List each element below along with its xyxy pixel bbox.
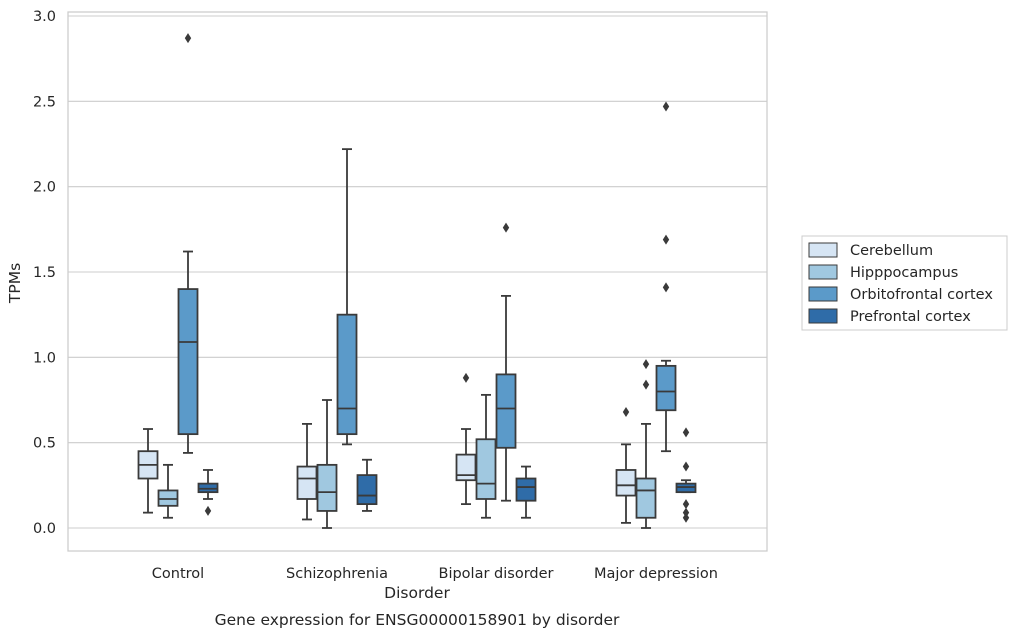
box-iqr [336, 313, 358, 436]
box-iqr [475, 438, 497, 500]
y-tick-labels: 0.0 0.5 1.0 1.5 2.0 2.5 3.0 [33, 9, 56, 537]
box-orbitofrontal-cortex [177, 33, 199, 454]
box-orbitofrontal-cortex [495, 222, 517, 502]
y-tick-label: 1.5 [33, 265, 56, 281]
box-iqr [316, 463, 338, 512]
outlier-point [502, 222, 510, 233]
box-hipppocampus [635, 359, 657, 529]
legend-item: Hipppocampus [808, 264, 958, 281]
legend-item: Orbitofrontal cortex [808, 286, 993, 303]
legend-label: Hipppocampus [850, 265, 958, 281]
box-iqr [455, 453, 477, 482]
outlier-point [642, 359, 650, 370]
outlier-point [662, 282, 670, 293]
box-iqr [655, 364, 677, 412]
x-tick-label: Control [152, 566, 204, 582]
legend-item: Prefrontal cortex [808, 308, 971, 325]
legend-label: Prefrontal cortex [850, 309, 971, 325]
x-axis-label: Disorder [384, 584, 450, 602]
y-tick-label: 1.0 [33, 350, 56, 366]
legend-label: Cerebellum [850, 243, 933, 259]
outlier-point [682, 507, 690, 518]
legend-swatch [808, 264, 838, 280]
legend-swatch [808, 242, 838, 258]
x-tick-label: Bipolar disorder [439, 566, 554, 582]
legend: Cerebellum Hipppocampus Orbitofrontal cort… [801, 235, 1008, 331]
outlier-point [682, 461, 690, 472]
box-iqr [615, 469, 637, 497]
box-hipppocampus [316, 399, 338, 529]
outlier-point [682, 427, 690, 438]
box-iqr [356, 474, 378, 506]
legend-label: Orbitofrontal cortex [850, 287, 993, 303]
box-hipppocampus [157, 463, 179, 519]
boxes [137, 33, 697, 529]
legend-item: Cerebellum [808, 242, 933, 259]
legend-swatch [808, 308, 838, 324]
box-prefrontal-cortex [675, 427, 697, 523]
box-prefrontal-cortex [515, 465, 537, 519]
x-tick-labels: Control Schizophrenia Bipolar disorder Majo… [152, 566, 718, 582]
y-tick-label: 0.5 [33, 436, 56, 452]
outlier-point [462, 372, 470, 383]
outlier-point [622, 406, 630, 417]
box-cerebellum [296, 422, 318, 521]
plot-frame [67, 11, 768, 552]
box-orbitofrontal-cortex [655, 101, 677, 453]
chart-caption: Gene expression for ENSG00000158901 by d… [215, 611, 620, 629]
box-iqr [515, 477, 537, 502]
box-cerebellum [455, 372, 477, 506]
outlier-point [682, 512, 690, 523]
box-cerebellum [137, 428, 159, 514]
box-prefrontal-cortex [197, 469, 219, 516]
outlier-point [682, 499, 690, 510]
box-iqr [296, 465, 318, 500]
x-tick-label: Schizophrenia [286, 566, 388, 582]
box-prefrontal-cortex [356, 458, 378, 512]
outlier-point [662, 234, 670, 245]
box-iqr [635, 477, 657, 519]
box-orbitofrontal-cortex [336, 148, 358, 446]
y-tick-label: 2.5 [33, 94, 56, 110]
box-hipppocampus [475, 393, 497, 519]
box-iqr [177, 288, 199, 436]
legend-swatch [808, 286, 838, 302]
outlier-point [662, 101, 670, 112]
y-tick-label: 0.0 [33, 521, 56, 537]
box-cerebellum [615, 406, 637, 524]
x-tick-label: Major depression [594, 566, 718, 582]
y-tick-label: 2.0 [33, 180, 56, 196]
outlier-point [642, 379, 650, 390]
box-iqr [495, 373, 517, 449]
y-tick-label: 3.0 [33, 9, 56, 25]
outlier-point [184, 33, 192, 44]
y-axis-label: TPMs [6, 263, 24, 304]
outlier-point [204, 505, 212, 516]
